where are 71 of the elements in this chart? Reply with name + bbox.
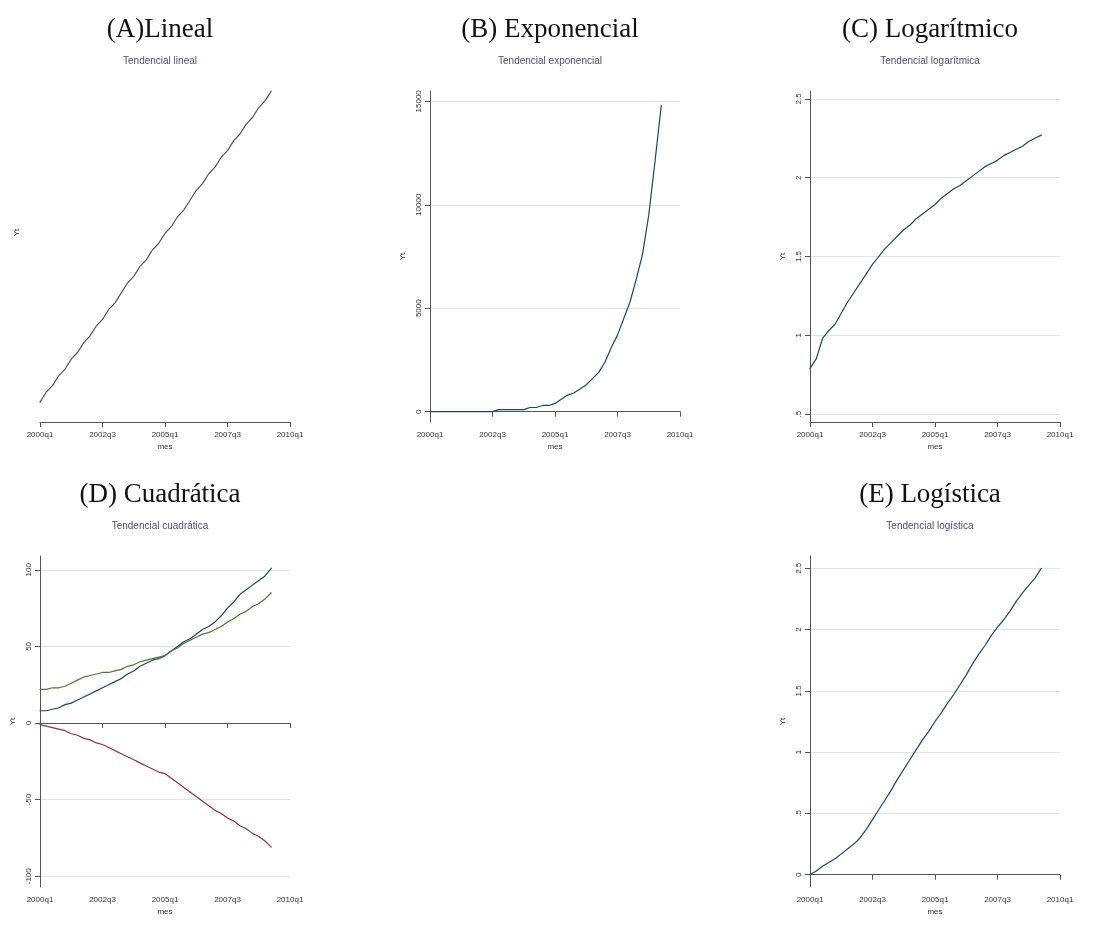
y-tick-label: .5 bbox=[793, 410, 803, 418]
x-tick-label: 2000q1 bbox=[416, 429, 444, 439]
line-series bbox=[429, 104, 662, 413]
x-tick-label: 2005q1 bbox=[151, 894, 179, 904]
x-tick-label: 2010q1 bbox=[276, 429, 304, 439]
y-tick-label: 10000 bbox=[413, 193, 423, 216]
x-tick-label: 2002q3 bbox=[479, 429, 507, 439]
x-tick-label: 2010q1 bbox=[276, 894, 304, 904]
x-tick-label: 2007q3 bbox=[604, 429, 632, 439]
y-tick-label: 0 bbox=[793, 871, 803, 877]
y-tick-label: 1 bbox=[793, 332, 803, 338]
x-axis-title: mes bbox=[927, 442, 943, 452]
chart-subtitle: Tendencial logarítmica bbox=[880, 54, 981, 66]
y-axis-title: Yt bbox=[7, 716, 17, 726]
x-tick-label: 2002q3 bbox=[89, 429, 117, 439]
y-axis-title: Yt bbox=[777, 251, 787, 261]
x-tick-label: 2005q1 bbox=[151, 429, 179, 439]
chart-title: (C) Logarítmico bbox=[841, 12, 1019, 43]
x-tick-label: 2007q3 bbox=[984, 429, 1012, 439]
y-tick-label: -50 bbox=[23, 793, 33, 806]
x-axis-title: mes bbox=[927, 907, 943, 917]
line-series bbox=[809, 567, 1042, 876]
x-tick-label: 2000q1 bbox=[796, 894, 824, 904]
chart-title: (E) Logística bbox=[859, 477, 1001, 508]
x-tick-label: 2007q3 bbox=[214, 429, 242, 439]
x-tick-label: 2000q1 bbox=[26, 894, 54, 904]
y-axis-title: Yt bbox=[777, 716, 787, 726]
chart-subtitle: Tendencial logística bbox=[886, 519, 975, 531]
line-series bbox=[39, 567, 272, 712]
line-series bbox=[39, 723, 272, 848]
chart-title: (B) Exponencial bbox=[461, 12, 639, 43]
line-series bbox=[39, 592, 272, 690]
x-tick-label: 2010q1 bbox=[1046, 429, 1074, 439]
x-axis-title: mes bbox=[157, 907, 173, 917]
y-tick-label: .5 bbox=[793, 809, 803, 817]
y-tick-label: 1.5 bbox=[793, 684, 803, 697]
x-tick-label: 2010q1 bbox=[666, 429, 694, 439]
x-tick-label: 2000q1 bbox=[796, 429, 824, 439]
y-tick-label: 1.5 bbox=[793, 250, 803, 263]
x-tick-label: 2002q3 bbox=[859, 894, 887, 904]
x-axis-title: mes bbox=[157, 442, 173, 452]
y-tick-label: 5000 bbox=[413, 298, 423, 318]
y-axis-title: Yt bbox=[397, 251, 407, 261]
x-axis-title: mes bbox=[547, 442, 563, 452]
x-tick-label: 2000q1 bbox=[26, 429, 54, 439]
y-tick-label: 0 bbox=[413, 408, 423, 414]
chart-subtitle: Tendencial cuadrática bbox=[111, 519, 209, 531]
y-tick-label: 50 bbox=[23, 641, 33, 651]
x-tick-label: 2002q3 bbox=[859, 429, 887, 439]
y-tick-label: 2.5 bbox=[793, 92, 803, 105]
x-tick-label: 2005q1 bbox=[921, 429, 949, 439]
x-tick-label: 2010q1 bbox=[1046, 894, 1074, 904]
x-tick-label: 2007q3 bbox=[984, 894, 1012, 904]
chart-subtitle: Tendencial exponencial bbox=[498, 54, 602, 66]
y-tick-label: 100 bbox=[23, 562, 33, 577]
x-tick-label: 2002q3 bbox=[89, 894, 117, 904]
y-axis-title: Yt bbox=[11, 227, 21, 237]
x-tick-label: 2007q3 bbox=[214, 894, 242, 904]
y-tick-label: 2.5 bbox=[793, 562, 803, 574]
y-tick-label: 1 bbox=[793, 749, 803, 755]
line-series bbox=[809, 134, 1042, 370]
x-tick-label: 2005q1 bbox=[921, 894, 949, 904]
chart-title: (D) Cuadrática bbox=[79, 477, 241, 508]
y-tick-label: 15000 bbox=[413, 89, 423, 113]
x-tick-label: 2005q1 bbox=[541, 429, 569, 439]
y-tick-label: 2 bbox=[793, 626, 803, 632]
y-tick-label: -100 bbox=[23, 867, 33, 885]
y-tick-label: 2 bbox=[793, 174, 803, 180]
chart-subtitle: Tendencial lineal bbox=[123, 54, 197, 66]
y-tick-label: 0 bbox=[23, 720, 33, 726]
chart-title: (A)Lineal bbox=[106, 12, 214, 43]
